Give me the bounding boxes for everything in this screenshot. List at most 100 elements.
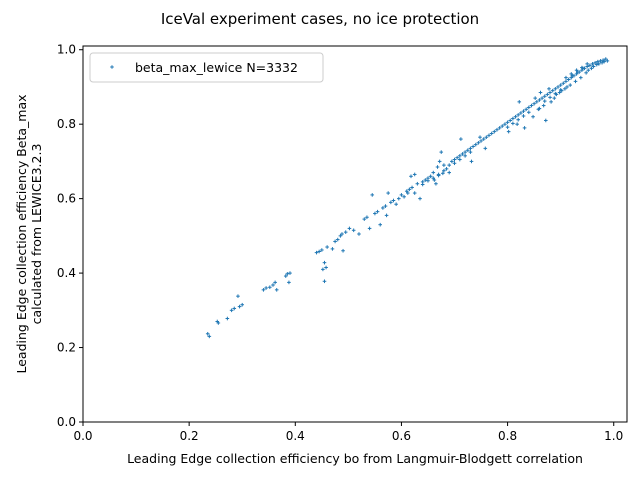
data-point	[389, 200, 393, 205]
data-point	[468, 150, 473, 154]
data-point	[343, 230, 348, 234]
data-point	[561, 81, 566, 86]
data-point	[338, 234, 343, 238]
data-point	[557, 90, 562, 95]
data-point	[412, 191, 417, 195]
data-point	[540, 96, 544, 100]
data-point	[529, 103, 534, 108]
data-point	[487, 133, 491, 138]
data-point	[264, 286, 268, 290]
data-point	[441, 171, 445, 176]
data-point	[513, 114, 518, 119]
x-axis-label: Leading Edge collection efficiency bo fr…	[127, 451, 583, 466]
data-point	[527, 110, 531, 115]
y-tick-label: 0.4	[57, 266, 76, 280]
data-point	[428, 174, 433, 179]
data-point	[572, 73, 576, 78]
data-point	[283, 274, 288, 278]
data-point	[465, 148, 470, 153]
data-point	[351, 228, 356, 233]
data-point	[383, 204, 388, 208]
data-point	[492, 129, 497, 134]
data-point	[431, 170, 436, 175]
data-point	[586, 68, 591, 72]
data-point	[237, 304, 242, 309]
data-point	[541, 103, 546, 108]
data-point	[596, 59, 600, 64]
data-point	[232, 306, 237, 311]
data-point	[585, 62, 589, 66]
data-point	[553, 91, 558, 96]
data-point	[588, 63, 592, 68]
data-point	[370, 193, 375, 197]
data-point	[505, 120, 510, 125]
data-point	[476, 140, 481, 145]
data-point	[600, 60, 604, 65]
data-point	[317, 249, 321, 254]
data-point	[321, 267, 325, 272]
data-point	[439, 150, 444, 154]
data-point	[516, 117, 520, 122]
data-point	[582, 66, 587, 71]
data-point	[288, 271, 292, 275]
data-point	[322, 279, 327, 284]
data-point	[495, 127, 499, 132]
legend: beta_max_lewice N=3332	[89, 52, 324, 83]
data-point	[471, 144, 475, 149]
data-point	[524, 107, 528, 112]
data-point	[373, 211, 377, 216]
y-tick-label: 0.6	[57, 192, 76, 206]
data-point	[460, 152, 465, 156]
data-point	[458, 154, 462, 158]
data-point	[519, 111, 523, 115]
x-axis-ticks: 0.0 0.2 0.4 0.6 0.8 1.0	[73, 422, 623, 443]
data-point	[569, 72, 574, 76]
data-point	[552, 96, 557, 100]
x-tick-label: 0.2	[180, 429, 199, 443]
y-tick-label: 0.2	[57, 341, 76, 355]
data-point	[322, 260, 327, 265]
data-point	[531, 114, 535, 119]
data-point	[426, 178, 430, 183]
data-point	[375, 209, 380, 214]
data-point	[564, 75, 568, 80]
data-point	[505, 125, 510, 129]
data-point	[506, 129, 511, 134]
y-tick-label: 1.0	[57, 43, 76, 57]
data-point	[500, 124, 505, 128]
data-point	[333, 239, 337, 244]
data-point	[347, 226, 352, 231]
data-point	[569, 75, 574, 80]
data-point	[399, 193, 404, 197]
data-point	[549, 100, 553, 104]
data-point	[384, 213, 389, 218]
data-point	[434, 181, 438, 186]
data-point	[590, 62, 595, 66]
data-point	[548, 90, 552, 95]
data-point	[533, 96, 537, 100]
data-point	[216, 321, 221, 325]
data-point	[378, 222, 383, 227]
data-point	[442, 168, 446, 173]
data-point	[394, 202, 398, 207]
data-point	[580, 65, 584, 70]
data-point	[420, 182, 425, 187]
data-point	[229, 308, 234, 313]
chart-title: IceVal experiment cases, no ice protecti…	[161, 10, 479, 28]
data-point	[543, 118, 548, 123]
data-point	[589, 66, 594, 71]
data-point	[452, 161, 457, 166]
data-point	[598, 59, 603, 63]
legend-marker-icon	[110, 65, 114, 69]
data-point	[579, 75, 583, 80]
data-point	[236, 294, 240, 298]
data-point	[515, 122, 519, 126]
data-point	[418, 196, 422, 201]
legend-box	[89, 52, 324, 83]
data-point	[357, 232, 361, 236]
data-point	[324, 265, 328, 270]
data-point	[537, 98, 542, 102]
data-point	[463, 154, 467, 158]
